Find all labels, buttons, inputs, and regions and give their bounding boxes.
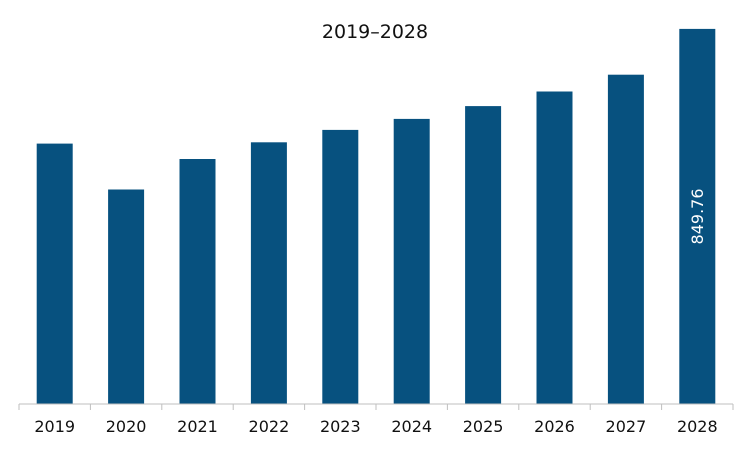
bar-2026 bbox=[536, 91, 573, 404]
data-labels: 849.76 bbox=[688, 188, 707, 244]
data-label-2028: 849.76 bbox=[688, 188, 707, 244]
chart-title: 2019–2028 bbox=[322, 21, 428, 43]
bar-2024 bbox=[393, 118, 430, 405]
x-tick-label-2027: 2027 bbox=[606, 417, 647, 436]
x-tick-label-2023: 2023 bbox=[320, 417, 361, 436]
bar-2023 bbox=[322, 129, 359, 404]
bar-2027 bbox=[607, 74, 644, 404]
x-tick-label-2022: 2022 bbox=[249, 417, 290, 436]
x-tick-label-2019: 2019 bbox=[34, 417, 75, 436]
bar-2028 bbox=[679, 28, 716, 405]
bar-2022 bbox=[250, 142, 287, 405]
x-tick-label-2026: 2026 bbox=[534, 417, 575, 436]
x-tick-label-2025: 2025 bbox=[463, 417, 504, 436]
x-tick-label-2020: 2020 bbox=[106, 417, 147, 436]
x-axis-ticks bbox=[18, 404, 734, 410]
x-tick-label-2024: 2024 bbox=[391, 417, 432, 436]
x-tick-label-2028: 2028 bbox=[677, 417, 718, 436]
bars-group bbox=[36, 28, 716, 405]
x-tick-label-2021: 2021 bbox=[177, 417, 218, 436]
bar-2020 bbox=[108, 189, 145, 404]
bar-2019 bbox=[36, 143, 73, 404]
bar-2021 bbox=[179, 159, 216, 404]
x-axis-labels: 2019 2020 2021 2022 2023 2024 2025 2026 2027 2028 bbox=[34, 417, 717, 436]
bar-2025 bbox=[465, 106, 502, 404]
